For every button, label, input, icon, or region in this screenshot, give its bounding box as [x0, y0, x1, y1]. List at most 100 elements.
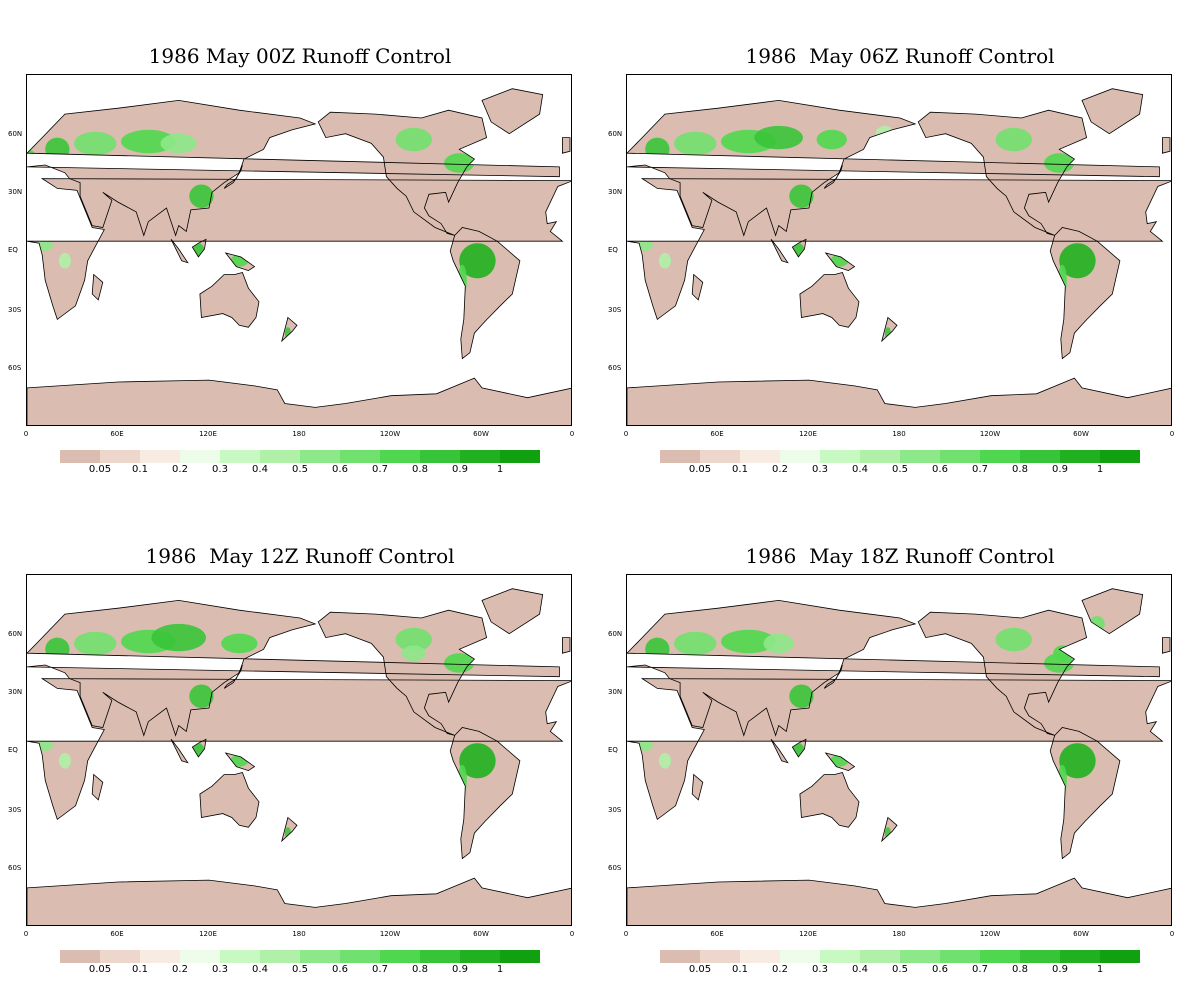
- colorbar-swatch: [1100, 450, 1140, 463]
- runoff-blob: [674, 131, 717, 156]
- coastline: [627, 599, 1160, 737]
- runoff-blob: [74, 631, 117, 656]
- runoff-blob: [1059, 243, 1096, 279]
- lon-label: 0: [623, 930, 629, 938]
- lon-label: 120E: [199, 430, 217, 438]
- runoff-blob: [1059, 743, 1096, 779]
- colorbar-label: 0.2: [172, 464, 188, 475]
- coastline: [627, 377, 1171, 425]
- colorbar-label: 0.1: [132, 464, 148, 475]
- map-frame: [626, 74, 1172, 426]
- coastline: [627, 877, 1171, 925]
- colorbar-label: 0.3: [212, 964, 228, 975]
- colorbar-label: 0.8: [412, 464, 428, 475]
- lon-label: 180: [892, 930, 906, 938]
- colorbar-label: 1: [1096, 464, 1104, 475]
- coastline: [824, 752, 856, 772]
- lat-label: EQ: [608, 746, 618, 754]
- landmass-madagascar: [92, 774, 103, 800]
- colorbar-label: 0.8: [1012, 964, 1028, 975]
- coastline: [627, 678, 1171, 821]
- coastline: [562, 637, 571, 654]
- landmass-madagascar: [92, 274, 103, 300]
- lon-label: 120W: [979, 430, 1001, 438]
- landmass-australia: [199, 772, 259, 828]
- coastline: [27, 377, 571, 425]
- coastline: [317, 109, 488, 236]
- colorbar-swatch: [380, 450, 420, 463]
- colorbar-swatch: [180, 950, 220, 963]
- colorbar-swatch: [700, 450, 740, 463]
- lat-label: EQ: [8, 746, 18, 754]
- colorbar-label: 0.9: [1052, 964, 1068, 975]
- map-frame: [26, 574, 572, 926]
- colorbar-swatch: [140, 950, 180, 963]
- colorbar-swatch: [700, 950, 740, 963]
- runoff-blob: [658, 252, 671, 269]
- lon-label: 0: [1169, 930, 1175, 938]
- runoff-blob: [221, 633, 258, 654]
- lon-label: 120E: [799, 430, 817, 438]
- world-map: [27, 588, 571, 925]
- lat-label: 60N: [608, 130, 623, 138]
- coastline: [27, 99, 560, 237]
- coastline: [481, 88, 544, 135]
- lon-label: 0: [23, 930, 29, 938]
- lon-label: 0: [23, 430, 29, 438]
- lon-label: 0: [569, 430, 575, 438]
- colorbar-label: 0.05: [88, 964, 112, 975]
- colorbar-swatch: [1020, 450, 1060, 463]
- coastline: [223, 664, 243, 689]
- landmass-australia: [799, 772, 859, 828]
- colorbar-swatch: [340, 450, 380, 463]
- coastline: [1049, 227, 1121, 360]
- runoff-blob: [637, 739, 653, 751]
- colorbar-swatch: [820, 450, 860, 463]
- landmass-greenland: [482, 88, 543, 134]
- colorbar-label: 0.6: [332, 964, 348, 975]
- colorbar-label: 0.9: [452, 964, 468, 975]
- coastline: [199, 772, 260, 828]
- runoff-blob: [121, 129, 176, 154]
- colorbar-label: 0.4: [252, 964, 268, 975]
- colorbar-label: 0.1: [732, 964, 748, 975]
- coastline: [199, 272, 260, 328]
- lon-label: 120W: [979, 930, 1001, 938]
- colorbar-label: 0.6: [932, 464, 948, 475]
- coastline: [1081, 88, 1144, 135]
- colorbar-swatch: [660, 950, 700, 963]
- lon-label: 120W: [379, 930, 401, 938]
- colorbar-label: 0.2: [772, 964, 788, 975]
- runoff-blob: [45, 137, 70, 162]
- coastline: [691, 273, 704, 301]
- coastline: [1162, 137, 1171, 154]
- colorbar-swatch: [100, 450, 140, 463]
- lat-label: 30N: [608, 188, 623, 196]
- colorbar-swatch: [460, 950, 500, 963]
- runoff-blob: [995, 127, 1032, 152]
- coastline: [191, 238, 207, 258]
- lat-label: EQ: [608, 246, 618, 254]
- lon-label: 180: [892, 430, 906, 438]
- colorbar-swatch: [940, 450, 980, 463]
- colorbar-swatch: [940, 950, 980, 963]
- colorbar-label: 0.8: [412, 964, 428, 975]
- lon-label: 120E: [799, 930, 817, 938]
- coastline: [281, 816, 298, 843]
- map-frame: [26, 74, 572, 426]
- colorbar-swatch: [260, 950, 300, 963]
- colorbar-swatch: [140, 450, 180, 463]
- lon-label: 60E: [110, 430, 124, 438]
- colorbar-label: 0.4: [252, 464, 268, 475]
- lon-label: 60W: [1073, 430, 1089, 438]
- colorbar: [660, 950, 1140, 963]
- coastline: [881, 816, 898, 843]
- coastline: [191, 738, 207, 758]
- lat-label: 30N: [8, 188, 23, 196]
- colorbar-swatch: [380, 950, 420, 963]
- landmass-africa: [627, 678, 1171, 820]
- runoff-blob: [645, 137, 670, 162]
- colorbar-swatch: [60, 950, 100, 963]
- coastline: [27, 178, 571, 321]
- runoff-blob: [444, 653, 475, 673]
